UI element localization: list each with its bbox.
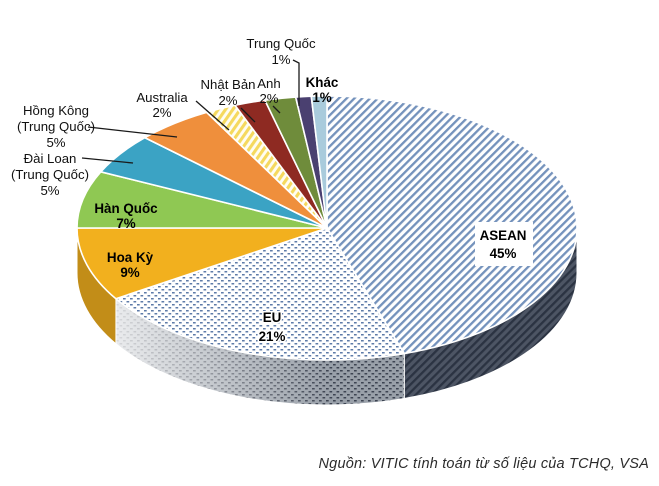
leader-line-trung-quoc	[292, 59, 300, 106]
pie-label-hoa-ky: Hoa Kỳ9%	[107, 250, 154, 280]
label-text-anh: Anh	[257, 76, 280, 91]
label-text-eu: EU	[263, 310, 282, 325]
pie-slice-asean	[326, 95, 578, 355]
label-text-dai-loan: (Trung Quốc)	[11, 167, 89, 182]
label-text-hoa-ky: 9%	[120, 265, 139, 280]
leader-line-australia	[195, 100, 230, 131]
pie-label-hong-kong: Hồng Kông(Trung Quốc)5%	[17, 103, 95, 150]
label-text-hong-kong: (Trung Quốc)	[17, 119, 95, 134]
pie-label-dai-loan: Đài Loan(Trung Quốc)5%	[11, 151, 89, 198]
pie-slice-eu	[115, 227, 406, 361]
pie-label-eu: EU 21%	[257, 309, 287, 346]
pie-slice-side-sheen-eu	[115, 298, 405, 405]
pie-slice-hoa-ky	[76, 227, 328, 300]
pie-slices	[76, 95, 578, 361]
label-text-nhat-ban: 2%	[218, 93, 237, 108]
label-text-hoa-ky: Hoa Kỳ	[107, 250, 154, 265]
pie-leader-lines	[81, 59, 300, 164]
label-text-dai-loan: 5%	[40, 183, 59, 198]
label-text-han-quoc: 7%	[116, 216, 135, 231]
leader-line-hong-kong	[87, 126, 178, 138]
label-text-asean: ASEAN	[480, 228, 527, 243]
label-text-han-quoc: Hàn Quốc	[94, 201, 158, 216]
label-text-dai-loan: Đài Loan	[24, 151, 77, 166]
label-text-asean: 45%	[490, 246, 517, 261]
label-text-eu: 21%	[259, 329, 286, 344]
leader-line-dai-loan	[81, 157, 134, 164]
label-text-nhat-ban: Nhật Bản	[201, 77, 256, 92]
label-text-anh: 2%	[259, 91, 278, 106]
label-text-hong-kong: 5%	[46, 135, 65, 150]
label-box-asean	[475, 222, 533, 266]
leader-line-anh	[272, 105, 281, 114]
pie-slice-khac	[310, 95, 328, 229]
label-text-khac: Khác	[306, 75, 339, 90]
pie-label-asean: ASEAN 45%	[475, 222, 533, 266]
leader-line-nhat-ban	[240, 107, 256, 123]
label-text-hong-kong: Hồng Kông	[23, 103, 89, 118]
source-note: Nguồn: VITIC tính toán từ số liệu của TC…	[318, 456, 649, 472]
label-text-trung-quoc: Trung Quốc	[246, 36, 316, 51]
label-text-australia: 2%	[152, 105, 171, 120]
label-text-khac: 1%	[312, 90, 331, 105]
pie-slice-han-quoc	[76, 171, 328, 229]
label-text-australia: Australia	[136, 90, 188, 105]
label-text-trung-quoc: 1%	[271, 52, 290, 67]
